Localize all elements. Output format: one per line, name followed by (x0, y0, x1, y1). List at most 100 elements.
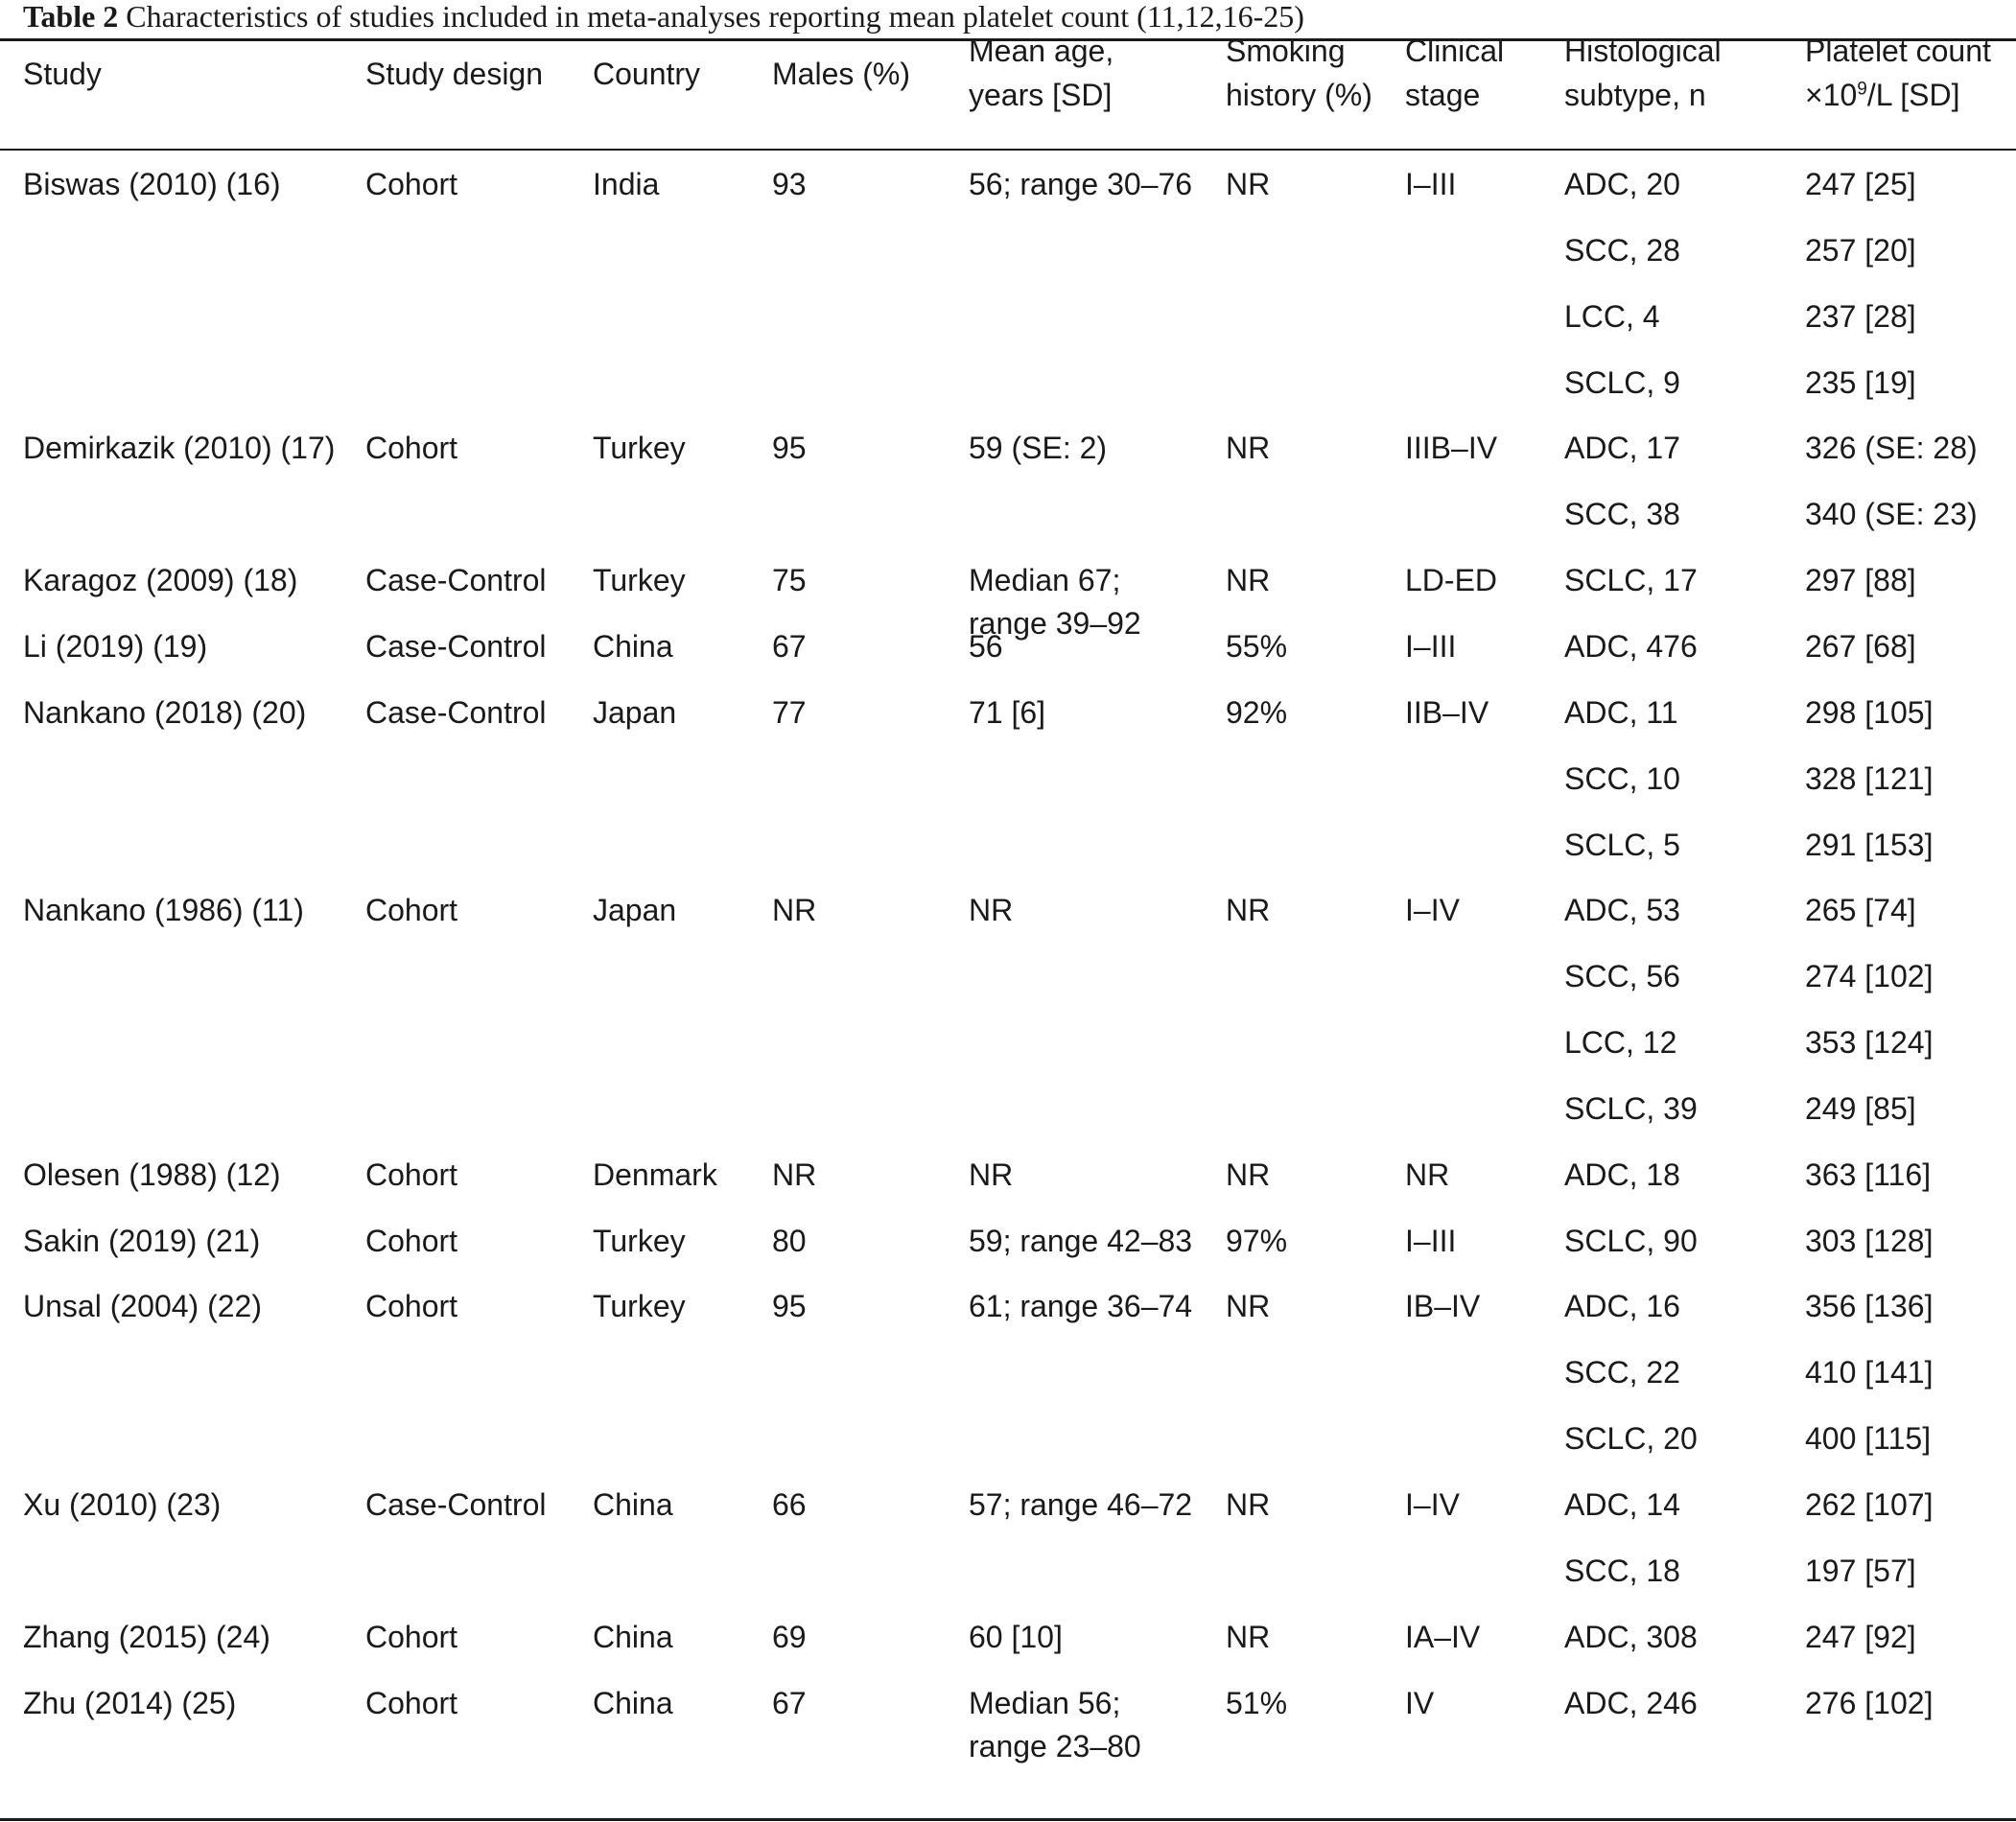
cell-country: China (593, 1686, 673, 1720)
cell-clinical-stage: I–IV (1405, 893, 1460, 927)
cell-males-percent: 66 (772, 1487, 807, 1522)
cell-histological-subtype: ADC, 476 (1564, 629, 1698, 664)
cell-country: China (593, 1620, 673, 1654)
cell-platelet-count: 410 [141] (1805, 1355, 1934, 1390)
cell-study-design: Cohort (365, 1620, 458, 1654)
cell-study: Xu (2010) (23) (23, 1487, 222, 1522)
cell-clinical-stage: I–IV (1405, 1487, 1460, 1522)
header-clinical-stage-line1: Clinical (1405, 34, 1505, 68)
cell-clinical-stage: I–III (1405, 629, 1457, 664)
cell-platelet-count: 265 [74] (1805, 893, 1916, 927)
cell-country: India (593, 167, 660, 201)
cell-study-design: Case-Control (365, 1487, 547, 1522)
header-males-percent: Males (%) (772, 57, 911, 91)
header-histological-subtype-line1: Histological (1564, 34, 1722, 68)
cell-males-percent: 77 (772, 695, 807, 730)
cell-males-percent: 95 (772, 1289, 807, 1323)
cell-platelet-count: 328 [121] (1805, 761, 1934, 796)
cell-clinical-stage: I–III (1405, 1224, 1457, 1258)
cell-mean-age: 59 (SE: 2) (969, 431, 1108, 465)
cell-platelet-count: 276 [102] (1805, 1686, 1934, 1720)
cell-study-design: Case-Control (365, 629, 547, 664)
cell-smoking-history: NR (1226, 431, 1271, 465)
cell-country: Turkey (593, 431, 686, 465)
cell-males-percent: NR (772, 1157, 817, 1192)
cell-histological-subtype: SCC, 10 (1564, 761, 1680, 796)
cell-clinical-stage: IB–IV (1405, 1289, 1481, 1323)
cell-clinical-stage: IIIB–IV (1405, 431, 1498, 465)
cell-histological-subtype: SCC, 22 (1564, 1355, 1680, 1390)
cell-clinical-stage: I–III (1405, 167, 1457, 201)
cell-histological-subtype: SCLC, 90 (1564, 1224, 1698, 1258)
cell-mean-age-line2: range 23–80 (969, 1729, 1141, 1764)
cell-mean-age: NR (969, 1157, 1014, 1192)
cell-platelet-count: 247 [25] (1805, 167, 1916, 201)
cell-clinical-stage: IIB–IV (1405, 695, 1489, 730)
cell-mean-age: 56 (969, 629, 1003, 664)
cell-histological-subtype: ADC, 20 (1564, 167, 1680, 201)
cell-platelet-count: 340 (SE: 23) (1805, 497, 1978, 531)
cell-platelet-count: 247 [92] (1805, 1620, 1916, 1654)
cell-mean-age: 57; range 46–72 (969, 1487, 1193, 1522)
cell-mean-age: NR (969, 893, 1014, 927)
cell-smoking-history: NR (1226, 1487, 1271, 1522)
cell-males-percent: 67 (772, 629, 807, 664)
cell-histological-subtype: SCC, 28 (1564, 233, 1680, 268)
cell-study-design: Cohort (365, 1224, 458, 1258)
cell-study-design: Cohort (365, 893, 458, 927)
header-platelet-count-line2: ×109/L [SD] (1805, 78, 1960, 112)
cell-platelet-count: 326 (SE: 28) (1805, 431, 1978, 465)
cell-platelet-count: 274 [102] (1805, 959, 1934, 993)
cell-study: Nankano (1986) (11) (23, 893, 304, 927)
cell-clinical-stage: LD-ED (1405, 563, 1498, 597)
cell-study-design: Cohort (365, 1289, 458, 1323)
cell-smoking-history: 55% (1226, 629, 1288, 664)
cell-mean-age: 56; range 30–76 (969, 167, 1193, 201)
cell-platelet-count: 356 [136] (1805, 1289, 1934, 1323)
cell-country: Turkey (593, 1224, 686, 1258)
cell-histological-subtype: ADC, 16 (1564, 1289, 1680, 1323)
cell-country: Japan (593, 695, 677, 730)
cell-study-design: Cohort (365, 1157, 458, 1192)
cell-study: Zhu (2014) (25) (23, 1686, 237, 1720)
cell-clinical-stage: IV (1405, 1686, 1435, 1720)
cell-histological-subtype: ADC, 246 (1564, 1686, 1698, 1720)
cell-study: Unsal (2004) (22) (23, 1289, 262, 1323)
cell-smoking-history: 51% (1226, 1686, 1288, 1720)
cell-mean-age: 60 [10] (969, 1620, 1063, 1654)
cell-platelet-count: 197 [57] (1805, 1553, 1916, 1588)
cell-smoking-history: NR (1226, 1157, 1271, 1192)
header-study-design: Study design (365, 57, 544, 91)
cell-histological-subtype: ADC, 14 (1564, 1487, 1680, 1522)
cell-males-percent: 67 (772, 1686, 807, 1720)
cell-country: Japan (593, 893, 677, 927)
cell-histological-subtype: SCLC, 20 (1564, 1421, 1698, 1456)
cell-histological-subtype: SCC, 56 (1564, 959, 1680, 993)
cell-platelet-count: 400 [115] (1805, 1421, 1932, 1456)
cell-study-design: Cohort (365, 1686, 458, 1720)
cell-mean-age: 59; range 42–83 (969, 1224, 1193, 1258)
cell-study: Nankano (2018) (20) (23, 695, 307, 730)
cell-clinical-stage: IA–IV (1405, 1620, 1481, 1654)
cell-males-percent: 93 (772, 167, 807, 201)
cell-platelet-count: 291 [153] (1805, 828, 1934, 862)
cell-mean-age-line1: Median 56; (969, 1686, 1121, 1720)
cell-platelet-count: 257 [20] (1805, 233, 1916, 268)
cell-mean-age: 61; range 36–74 (969, 1289, 1193, 1323)
header-histological-subtype-line2: subtype, n (1564, 78, 1706, 112)
cell-study: Karagoz (2009) (18) (23, 563, 298, 597)
cell-country: China (593, 629, 673, 664)
header-mean-age-line1: Mean age, (969, 34, 1114, 68)
cell-histological-subtype: ADC, 53 (1564, 893, 1680, 927)
cell-histological-subtype: SCC, 18 (1564, 1553, 1680, 1588)
cell-country: Turkey (593, 563, 686, 597)
header-smoking-history-line2: history (%) (1226, 78, 1372, 112)
cell-males-percent: 69 (772, 1620, 807, 1654)
cell-histological-subtype: ADC, 308 (1564, 1620, 1698, 1654)
cell-study: Li (2019) (19) (23, 629, 208, 664)
cell-country: China (593, 1487, 673, 1522)
cell-smoking-history: NR (1226, 1289, 1271, 1323)
cell-study: Sakin (2019) (21) (23, 1224, 261, 1258)
table-title: Characteristics of studies included in m… (118, 0, 1304, 34)
header-clinical-stage-line2: stage (1405, 78, 1481, 112)
